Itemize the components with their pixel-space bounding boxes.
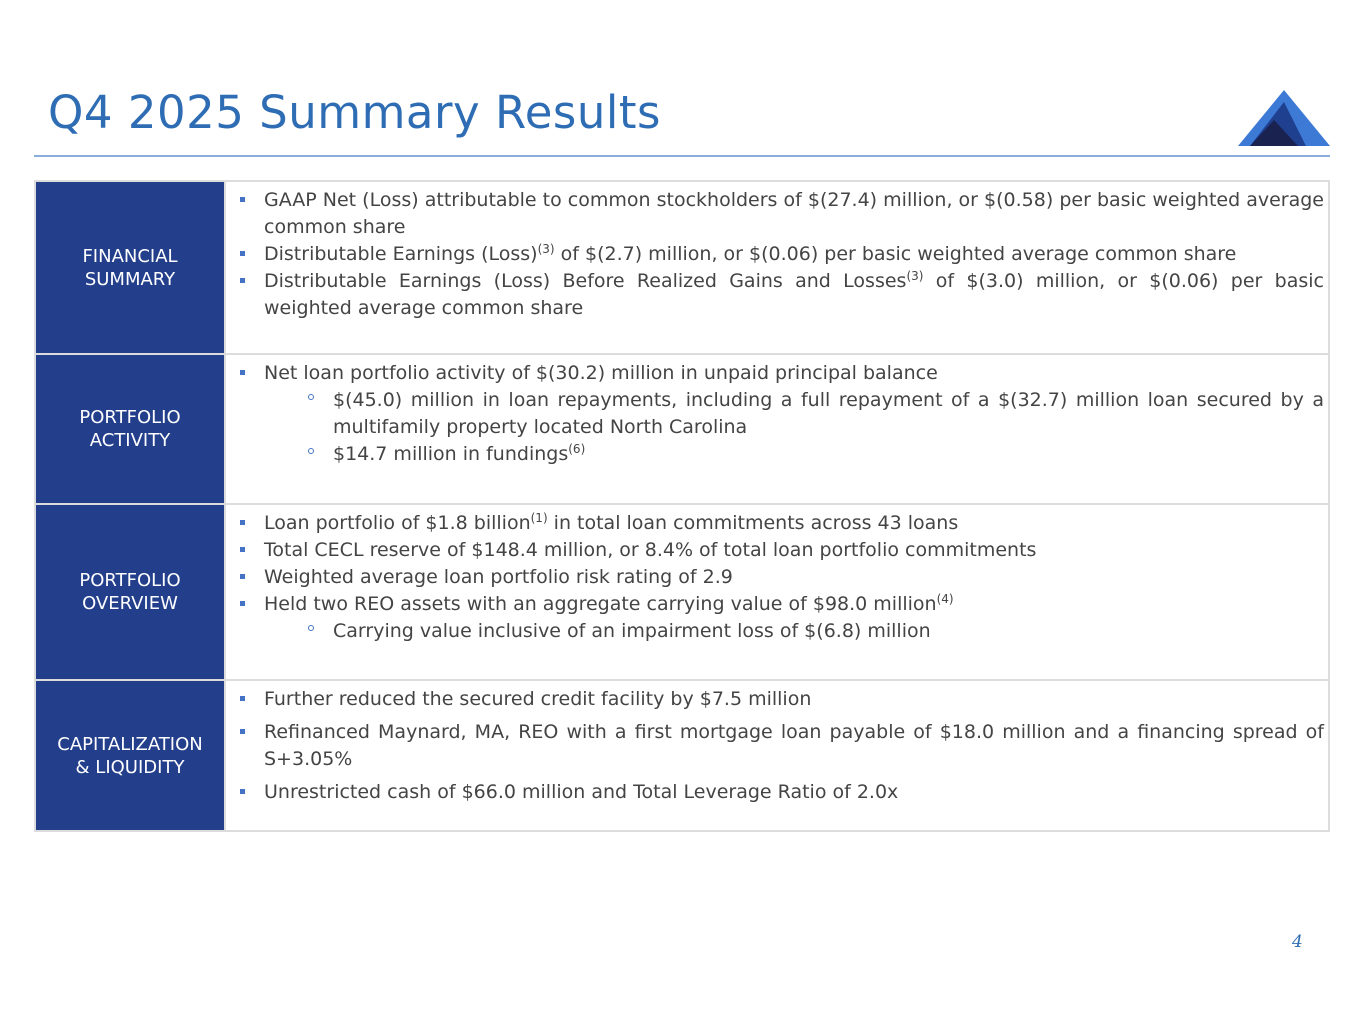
- bullet-text: Net loan portfolio activity of $(30.2) m…: [264, 362, 938, 384]
- bullet-text: GAAP Net (Loss) attributable to common s…: [264, 189, 1324, 238]
- bullet-text: of $(2.7) million, or $(0.06) per basic …: [554, 243, 1237, 265]
- bullet-text: Refinanced Maynard, MA, REO with a first…: [264, 721, 1324, 770]
- section-body: GAAP Net (Loss) attributable to common s…: [224, 180, 1330, 355]
- section-label: PORTFOLIO OVERVIEW: [34, 503, 226, 681]
- bullet-text: Distributable Earnings (Loss): [264, 243, 538, 265]
- section-label: CAPITALIZATION & LIQUIDITY: [34, 679, 226, 832]
- bullet: Total CECL reserve of $148.4 million, or…: [226, 537, 1324, 564]
- bullet-text: Carrying value inclusive of an impairmen…: [333, 620, 931, 642]
- bullet: Unrestricted cash of $66.0 million and T…: [226, 779, 1324, 806]
- bullet: GAAP Net (Loss) attributable to common s…: [226, 187, 1324, 241]
- bullet: Carrying value inclusive of an impairmen…: [226, 618, 1324, 645]
- footnote-ref: (6): [568, 442, 586, 456]
- bullet: Distributable Earnings (Loss)(3) of $(2.…: [226, 241, 1324, 268]
- section-body: Loan portfolio of $1.8 billion(1) in tot…: [224, 503, 1330, 681]
- bullet: Net loan portfolio activity of $(30.2) m…: [226, 360, 1324, 387]
- bullet-text: in total loan commitments across 43 loan…: [547, 512, 959, 534]
- header-rule: [34, 155, 1330, 157]
- bullet: Distributable Earnings (Loss) Before Rea…: [226, 268, 1324, 322]
- table-row: CAPITALIZATION & LIQUIDITY Further reduce…: [34, 679, 1330, 832]
- bullet: Refinanced Maynard, MA, REO with a first…: [226, 719, 1324, 773]
- bullet-text: Held two REO assets with an aggregate ca…: [264, 593, 937, 615]
- summary-table: FINANCIAL SUMMARY GAAP Net (Loss) attribu…: [34, 180, 1330, 832]
- section-body: Net loan portfolio activity of $(30.2) m…: [224, 353, 1330, 505]
- bullet-text: Distributable Earnings (Loss) Before Rea…: [264, 270, 907, 292]
- section-body: Further reduced the secured credit facil…: [224, 679, 1330, 832]
- footnote-ref: (3): [537, 242, 555, 256]
- footnote-ref: (1): [530, 511, 548, 525]
- bullet: Loan portfolio of $1.8 billion(1) in tot…: [226, 510, 1324, 537]
- table-row: PORTFOLIO OVERVIEW Loan portfolio of $1.8…: [34, 503, 1330, 681]
- bullet-text: Total CECL reserve of $148.4 million, or…: [264, 539, 1037, 561]
- table-row: FINANCIAL SUMMARY GAAP Net (Loss) attribu…: [34, 180, 1330, 355]
- section-label: FINANCIAL SUMMARY: [34, 180, 226, 355]
- bullet-text: of $(3.0) million, or $(0.06) per basic …: [264, 270, 1324, 319]
- section-label: PORTFOLIO ACTIVITY: [34, 353, 226, 505]
- bullet: $(45.0) million in loan repayments, incl…: [226, 387, 1324, 441]
- table-row: PORTFOLIO ACTIVITY Net loan portfolio act…: [34, 353, 1330, 505]
- bullet-text: Further reduced the secured credit facil…: [264, 688, 812, 710]
- bullet-text: Weighted average loan portfolio risk rat…: [264, 566, 733, 588]
- bullet: $14.7 million in fundings(6): [226, 441, 1324, 468]
- bullet-text: Loan portfolio of $1.8 billion: [264, 512, 531, 534]
- bullet-text: Unrestricted cash of $66.0 million and T…: [264, 781, 899, 803]
- bullet: Further reduced the secured credit facil…: [226, 686, 1324, 713]
- bullet: Held two REO assets with an aggregate ca…: [226, 591, 1324, 618]
- logo: [1238, 90, 1330, 146]
- bullet: Weighted average loan portfolio risk rat…: [226, 564, 1324, 591]
- footnote-ref: (4): [936, 592, 954, 606]
- bullet-text: $(45.0) million in loan repayments, incl…: [333, 389, 1324, 438]
- page-number: 4: [1292, 932, 1303, 952]
- footnote-ref: (3): [906, 269, 924, 283]
- title: Q4 2025 Summary Results: [48, 86, 661, 139]
- bullet-text: $14.7 million in fundings: [333, 443, 569, 465]
